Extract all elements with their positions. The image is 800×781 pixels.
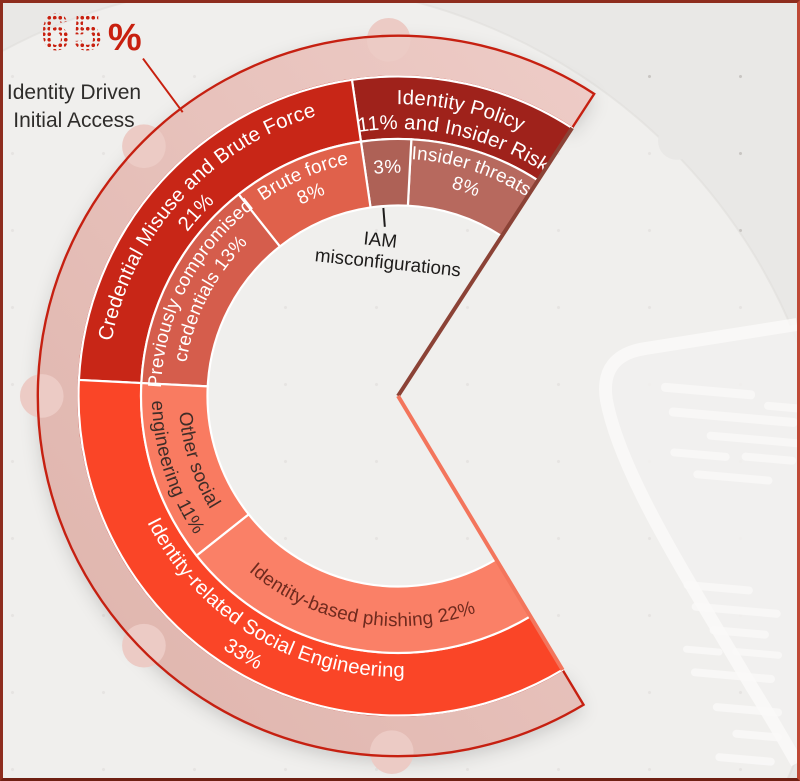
headline-caption: Identity Driven Initial Access	[3, 79, 145, 135]
headline-caption-line2: Initial Access	[13, 108, 135, 132]
callout-text-line1: IAM	[363, 227, 399, 251]
headline-leader-line	[142, 57, 184, 113]
headline-percentage: 65%	[41, 7, 145, 59]
ghost-text-lines	[661, 382, 797, 766]
ghost-circle-notch	[658, 122, 696, 160]
pale-ring-bump	[122, 623, 166, 668]
pale-ring-bump	[366, 18, 411, 62]
pale-ring-bump	[19, 374, 64, 418]
gap-edge-line-top	[396, 126, 574, 398]
headline-caption-line1: Identity Driven	[6, 81, 142, 104]
pale-ring-bump	[122, 124, 166, 169]
callout-pointer-line	[382, 207, 386, 227]
gap-edge-line-bottom	[396, 394, 565, 671]
headline-percent-sign: %	[107, 17, 145, 59]
pale-ring-bump	[369, 730, 414, 774]
ghost-card	[599, 318, 797, 767]
inner-ring-label-iam-misconfigurations-line1: 3%	[372, 156, 401, 178]
headline-percent-value: 65	[41, 4, 105, 62]
